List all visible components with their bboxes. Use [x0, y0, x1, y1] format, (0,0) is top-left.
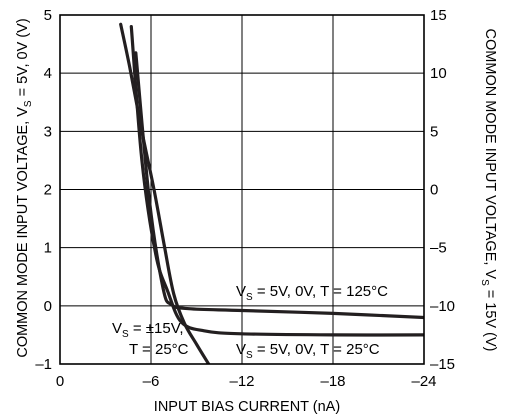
curve-15v-25c	[119, 22, 211, 364]
label-125c: VS = 5V, 0V, T = 125°C	[236, 283, 388, 303]
curve-5v-125c	[134, 51, 424, 320]
y-left-label-pre: COMMON MODE INPUT VOLTAGE, V	[15, 107, 31, 358]
label-15v-post: = ±15V,	[129, 320, 184, 337]
plot-frame	[59, 14, 425, 365]
y-left-label-sub: S	[23, 100, 34, 107]
y-right-tick-label: –5	[430, 240, 447, 257]
y-right-tick-label: –15	[430, 356, 455, 373]
label-15v-line1: VS = ±15V,	[112, 320, 184, 340]
y-left-label-post: = 5V, 0V (V)	[15, 18, 31, 100]
y-right-tick-label: 0	[430, 182, 438, 199]
y-left-tick-label: 0	[44, 298, 52, 315]
label-25c: VS = 5V, 0V, T = 25°C	[236, 341, 380, 361]
y-left-tick-label: –1	[35, 356, 52, 373]
y-axis-right-label: COMMON MODE INPUT VOLTAGE, VS = 15V (V)	[479, 29, 498, 352]
label-15v-line2: T = 25°C	[129, 341, 189, 358]
y-axis-left-label: COMMON MODE INPUT VOLTAGE, VS = 5V, 0V (…	[15, 18, 34, 357]
label-125c-pre: V	[236, 283, 246, 300]
y-right-tick-label: 15	[430, 7, 447, 24]
y-right-tick-label: –10	[430, 298, 455, 315]
x-tick-label: –18	[320, 373, 345, 390]
y-left-tick-label: 2	[44, 182, 52, 199]
y-right-tick-label: 10	[430, 65, 447, 82]
label-15v-sub: S	[122, 329, 129, 340]
y-right-label-sub: S	[479, 279, 490, 286]
x-axis-label: INPUT BIAS CURRENT (nA)	[154, 399, 340, 415]
label-15v-pre: V	[112, 320, 122, 337]
y-left-tick-label: 4	[44, 65, 52, 82]
label-125c-sub: S	[246, 292, 253, 303]
grid	[60, 15, 424, 364]
x-tick-label: 0	[56, 373, 64, 390]
y-left-tick-label: 1	[44, 240, 52, 257]
y-right-label-pre: COMMON MODE INPUT VOLTAGE, V	[482, 29, 498, 280]
x-tick-label: –24	[411, 373, 436, 390]
y-left-tick-label: 5	[44, 7, 52, 24]
label-25c-post: = 5V, 0V, T = 25°C	[253, 341, 380, 358]
x-tick-label: –6	[143, 373, 160, 390]
label-25c-pre: V	[236, 341, 246, 358]
curves	[119, 22, 424, 364]
y-right-tick-label: 5	[430, 123, 438, 140]
label-125c-post: = 5V, 0V, T = 125°C	[253, 283, 388, 300]
x-tick-label: –12	[229, 373, 254, 390]
label-25c-sub: S	[246, 350, 253, 361]
y-left-tick-label: 3	[44, 123, 52, 140]
curve-5v-25c	[129, 25, 424, 337]
y-right-label-post: = 15V (V)	[482, 286, 498, 352]
